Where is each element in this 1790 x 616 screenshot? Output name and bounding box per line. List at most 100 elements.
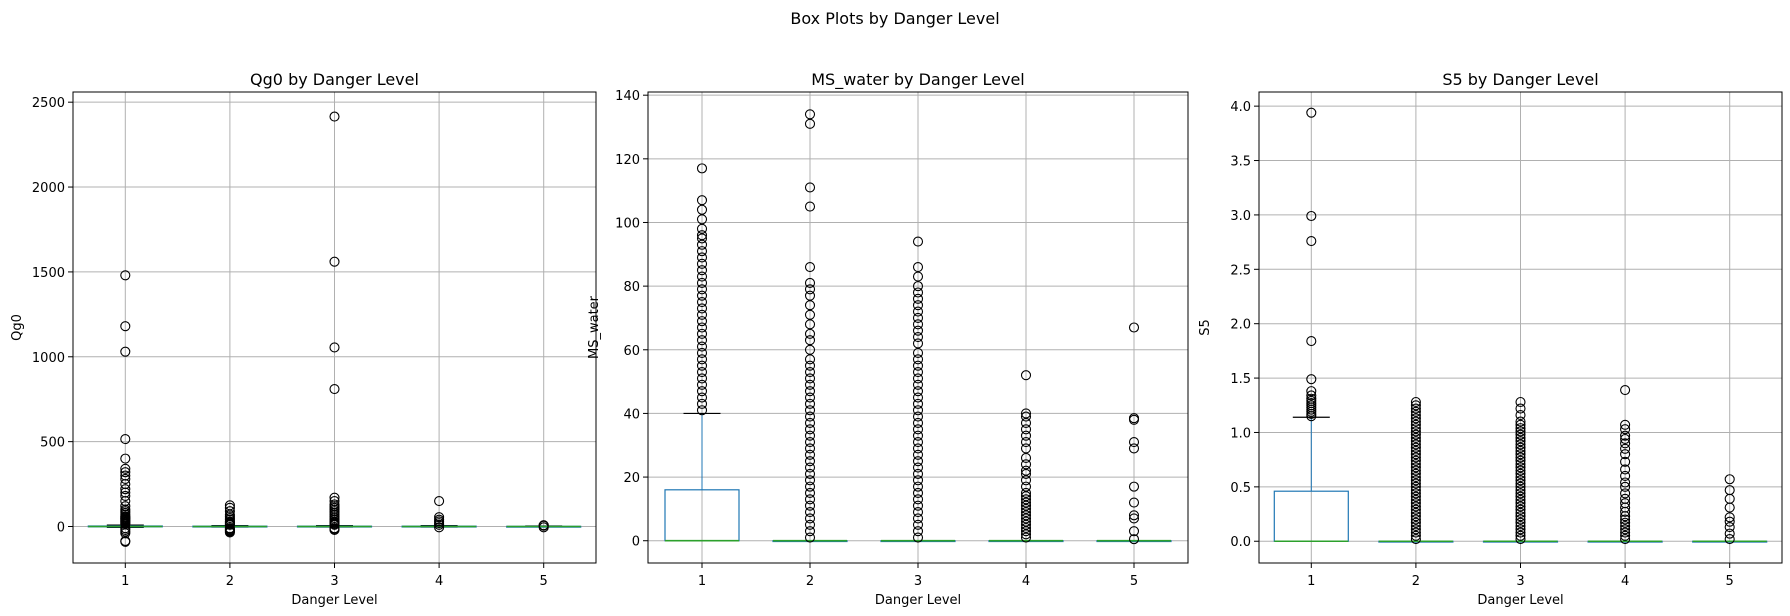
outlier-point	[696, 322, 708, 333]
outlier-point	[1724, 534, 1735, 545]
outlier-point	[1410, 478, 1421, 489]
outlier-point	[912, 338, 924, 349]
outlier-point	[1410, 465, 1421, 476]
box-group	[988, 370, 1064, 543]
box-group	[772, 109, 848, 543]
x-tick-label: 2	[226, 574, 234, 589]
outlier-point	[804, 367, 816, 378]
outlier-point	[804, 373, 816, 384]
outlier-point	[120, 463, 131, 474]
outlier-point	[1306, 235, 1317, 247]
outlier-point	[912, 468, 924, 479]
outlier-point	[329, 256, 340, 267]
outlier-point	[804, 462, 816, 473]
outlier-point	[1515, 439, 1526, 450]
x-tick-label: 2	[1412, 574, 1420, 589]
outlier-point	[1515, 517, 1526, 528]
outlier-point	[329, 111, 340, 122]
outlier-point	[434, 522, 445, 533]
y-tick-label: 1.0	[1230, 426, 1251, 441]
outlier-point	[1724, 522, 1735, 533]
outlier-point	[804, 487, 816, 499]
box-group	[880, 236, 956, 543]
outlier-point	[1410, 507, 1421, 519]
x-tick-label: 5	[1726, 574, 1734, 589]
outlier-point	[1020, 437, 1032, 448]
x-tick-label: 4	[1022, 574, 1030, 589]
outlier-point	[804, 481, 816, 492]
outlier-point	[696, 284, 708, 295]
outlier-point	[1620, 477, 1631, 488]
box-group	[401, 495, 477, 533]
outlier-point	[696, 367, 708, 378]
y-axis-label: Qg0	[10, 314, 25, 341]
y-tick-label: 1500	[32, 266, 65, 281]
outlier-point	[120, 470, 131, 481]
outlier-point	[804, 437, 816, 448]
outlier-point	[804, 335, 816, 346]
outlier-point	[912, 312, 924, 324]
x-tick-label: 3	[330, 574, 338, 589]
outlier-point	[1620, 527, 1631, 538]
outlier-point	[696, 341, 708, 352]
outlier-point	[1515, 524, 1526, 535]
outlier-point	[1515, 514, 1526, 525]
outlier-point	[120, 434, 131, 445]
outlier-point	[1020, 465, 1032, 476]
outlier-point	[1020, 411, 1032, 422]
figure-title: Box Plots by Danger Level	[790, 9, 999, 28]
box-group	[87, 270, 163, 547]
outlier-point	[912, 379, 924, 390]
outlier-point	[224, 500, 235, 511]
outlier-point	[1620, 530, 1631, 541]
outlier-point	[1515, 507, 1526, 519]
chart-panel: 0.0 0.5 1.0 1.5 2.0 2.5 3.0 3.5 4.0 1 2 3 4 5 S5 by Da…	[1198, 70, 1783, 608]
outlier-point	[1515, 455, 1526, 466]
outlier-point	[1515, 475, 1526, 486]
outlier-point	[1515, 426, 1526, 437]
x-tick-label: 3	[914, 574, 922, 589]
outlier-point	[804, 261, 816, 273]
outlier-point	[804, 360, 816, 371]
outlier-point	[912, 386, 924, 397]
outlier-point	[329, 383, 340, 395]
outlier-point	[1620, 438, 1631, 449]
outlier-point	[224, 502, 235, 513]
outlier-point	[1020, 370, 1032, 381]
outlier-point	[1515, 396, 1526, 408]
outlier-point	[804, 182, 816, 193]
outlier-point	[696, 392, 708, 403]
outlier-point	[1515, 462, 1526, 473]
outlier-point	[1410, 449, 1421, 460]
outlier-point	[804, 449, 816, 460]
outlier-point	[912, 293, 924, 304]
outlier-point	[1128, 513, 1140, 524]
outlier-point	[912, 487, 924, 499]
outlier-point	[912, 449, 924, 460]
outlier-point	[696, 265, 708, 276]
y-tick-label: 120	[615, 153, 640, 168]
outlier-point	[696, 405, 708, 416]
outlier-point	[804, 532, 816, 543]
outlier-point	[1620, 424, 1631, 435]
y-tick-label: 3.5	[1230, 155, 1251, 170]
y-tick-label: 2.0	[1230, 318, 1251, 333]
x-tick-label: 5	[1130, 574, 1138, 589]
outlier-point	[912, 373, 924, 384]
outlier-point	[1515, 432, 1526, 443]
y-tick-label: 0	[632, 535, 640, 550]
outlier-point	[1306, 336, 1317, 347]
outlier-point	[120, 484, 131, 495]
outlier-point	[1515, 494, 1526, 505]
box-group	[296, 111, 373, 535]
box-group	[1273, 107, 1349, 543]
y-tick-label: 1000	[32, 351, 65, 366]
y-tick-label: 2000	[32, 181, 65, 196]
outlier-point	[1515, 527, 1526, 538]
outlier-point	[696, 230, 708, 241]
outlier-point	[1410, 488, 1421, 499]
outlier-point	[1410, 511, 1421, 522]
outlier-point	[1620, 419, 1631, 430]
outlier-point	[1515, 452, 1526, 463]
outlier-point	[1410, 481, 1421, 492]
